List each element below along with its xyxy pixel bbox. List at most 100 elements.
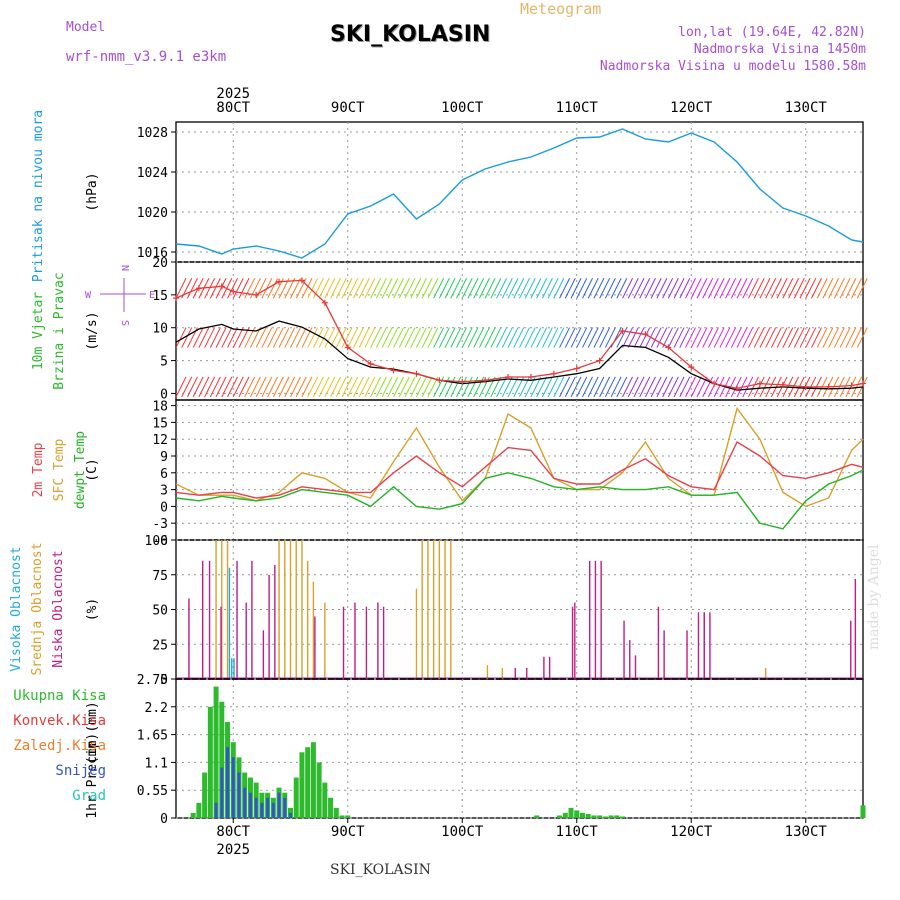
wind-ytick-label: 10 — [152, 322, 168, 337]
wind-barb — [221, 376, 233, 398]
wind-barb — [604, 327, 616, 348]
wind-barb — [782, 278, 794, 299]
wind-barb — [312, 278, 324, 299]
wind-barb — [427, 278, 439, 299]
wind-barb — [811, 278, 822, 299]
precip-total-bar — [860, 805, 866, 818]
wind-gust-marker — [344, 344, 351, 351]
wind-barb — [238, 327, 250, 348]
wind-barb — [267, 278, 279, 299]
wind-barb — [204, 327, 216, 348]
wind-barb — [496, 278, 508, 299]
wind-barb — [341, 327, 353, 348]
wind-barb — [364, 376, 376, 398]
xtick-bottom-label: 130CT — [785, 824, 828, 840]
wind-barb — [822, 278, 834, 299]
wind-barb — [707, 376, 719, 398]
wind-barb — [845, 278, 857, 299]
wind-barb — [209, 376, 221, 398]
cloud-ytick-label: 25 — [152, 638, 168, 653]
wind-barb — [335, 376, 347, 398]
wind-barb — [272, 376, 284, 398]
wind-barb — [851, 376, 862, 398]
wind-barb — [627, 327, 639, 348]
wind-barb — [478, 278, 490, 299]
pressure-ytick-label: 1016 — [137, 246, 168, 261]
wind-gust-marker — [459, 378, 466, 385]
wind-barb — [519, 327, 530, 348]
wind-barb — [811, 327, 822, 348]
wind-barb — [404, 278, 416, 299]
wind-barb — [198, 327, 210, 348]
wind-barb — [742, 376, 754, 398]
wind-gust-marker — [596, 357, 603, 364]
precip-ytick-label: 2.75 — [137, 673, 168, 688]
wind-barb — [851, 278, 862, 299]
temperature-ytick-label: 15 — [152, 416, 168, 431]
wind-barb — [765, 327, 777, 348]
temperature-ytick-label: -6 — [152, 534, 168, 549]
xtick-bottom-label: 120CT — [670, 824, 713, 840]
wind-barb — [770, 327, 782, 348]
wind-barb — [261, 327, 273, 348]
wind-barb — [759, 327, 771, 348]
wind-barb — [730, 327, 742, 348]
wind-barb — [662, 278, 674, 299]
wind-barb — [547, 376, 559, 398]
wind-barb — [307, 327, 319, 348]
wind-gust-marker — [505, 374, 512, 380]
wind-barb — [559, 376, 571, 398]
precip-total-bar — [339, 815, 345, 818]
wind-barb — [667, 278, 679, 299]
precip-snow-bar — [231, 757, 235, 818]
precip-ytick-label: 2.2 — [145, 701, 168, 716]
wind-barb — [473, 327, 485, 348]
wind-barb — [209, 278, 221, 299]
wind-barb — [564, 376, 576, 398]
precip-total-bar — [591, 815, 597, 818]
model-elevation-label: Nadmorska Visina u modelu 1580.58m — [599, 59, 866, 74]
precip-total-bar — [328, 797, 334, 818]
wind-barb — [301, 327, 313, 348]
temperature-ytick-label: 18 — [152, 400, 168, 415]
wind-barb — [604, 376, 616, 398]
wind-barb — [341, 278, 353, 299]
wind-barb — [730, 376, 742, 398]
wind-barb — [770, 278, 782, 299]
wind-barb — [461, 376, 473, 398]
wind-barb — [307, 376, 319, 398]
wind-barb — [284, 376, 296, 398]
wind-barb — [650, 278, 662, 299]
wind-barb — [719, 327, 731, 348]
wind-barb — [335, 327, 347, 348]
wind-barb — [192, 327, 204, 348]
wind-barb — [278, 327, 290, 348]
wind-barb — [255, 376, 267, 398]
wind-barb — [438, 327, 450, 348]
wind-barb — [622, 278, 633, 299]
wind-barb — [713, 376, 725, 398]
wind-barb — [593, 278, 605, 299]
wind-barb — [616, 278, 628, 299]
wind-barb — [736, 327, 748, 348]
wind-gust-marker — [779, 381, 786, 388]
wind-barb — [633, 376, 645, 398]
wind-barb — [799, 278, 811, 299]
wind-barb — [358, 327, 370, 348]
wind-barb — [793, 327, 805, 348]
wind-barb — [513, 278, 525, 299]
year-bottom: 2025 — [216, 842, 250, 858]
wind-barb — [713, 278, 725, 299]
precip-total-bar — [293, 777, 299, 818]
xtick-top-label: 120CT — [670, 100, 713, 116]
pressure-frame — [175, 121, 864, 263]
wind-gust-marker — [665, 344, 672, 351]
wind-barb — [725, 327, 737, 348]
precip-snow-bar — [237, 772, 241, 818]
wind-barb — [805, 278, 817, 299]
wind-barb — [227, 278, 238, 299]
precip-title: 1hr Precip (mm) — [85, 701, 100, 818]
wind-barb — [742, 278, 754, 299]
wind-gust-marker — [321, 299, 328, 306]
year-top: 2025 — [216, 86, 250, 102]
